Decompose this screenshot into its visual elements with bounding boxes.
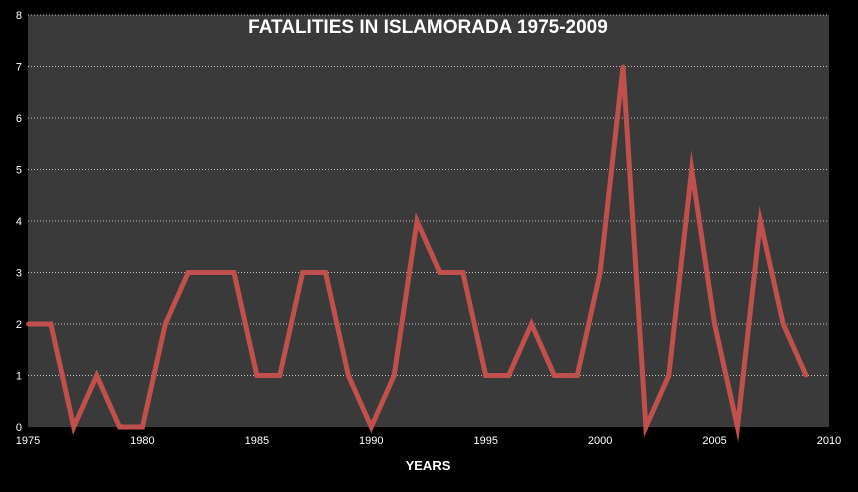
- x-axis-label: YEARS: [406, 458, 451, 473]
- y-tick-label: 7: [16, 62, 22, 74]
- data-point: [346, 373, 351, 378]
- y-tick-label: 3: [16, 268, 22, 280]
- x-axis-ticks: 1975 1980 1985 1990 1995 2000 2005 2010: [16, 435, 841, 447]
- data-point: [575, 373, 580, 378]
- y-tick-label: 6: [16, 113, 22, 125]
- data-point: [48, 322, 53, 326]
- data-point: [163, 322, 168, 326]
- x-tick-label: 2005: [702, 435, 726, 447]
- data-point: [231, 270, 236, 275]
- data-point: [712, 322, 717, 326]
- data-point: [483, 373, 488, 378]
- x-tick-label: 2010: [817, 435, 841, 447]
- data-point: [735, 425, 740, 429]
- data-point: [552, 373, 557, 378]
- data-point: [643, 425, 648, 429]
- data-point: [415, 219, 420, 223]
- y-tick-label: 5: [16, 165, 22, 177]
- y-tick-label: 0: [16, 422, 22, 434]
- data-point: [71, 425, 76, 429]
- x-tick-label: 1980: [130, 435, 154, 447]
- y-axis-ticks: 0 1 2 3 4 5 6 7 8: [16, 10, 22, 434]
- x-tick-label: 1995: [473, 435, 497, 447]
- data-point: [277, 373, 282, 378]
- data-point: [300, 270, 305, 275]
- x-tick-label: 1990: [359, 435, 383, 447]
- data-point: [26, 322, 30, 326]
- y-tick-label: 8: [16, 10, 22, 22]
- data-point: [437, 270, 442, 275]
- y-tick-label: 1: [16, 371, 22, 383]
- x-tick-label: 1975: [16, 435, 40, 447]
- data-point: [254, 373, 259, 378]
- data-point: [598, 270, 603, 275]
- data-point: [506, 373, 511, 378]
- series-layer: [26, 64, 809, 443]
- data-point: [323, 270, 328, 275]
- y-tick-label: 2: [16, 319, 22, 331]
- data-point: [94, 373, 99, 378]
- data-point: [392, 373, 397, 378]
- data-point: [460, 270, 465, 275]
- data-point: [804, 373, 809, 378]
- data-point: [758, 219, 763, 223]
- data-point: [529, 322, 534, 326]
- data-point: [666, 373, 671, 378]
- data-point: [621, 64, 626, 69]
- plot-area: [28, 15, 829, 427]
- data-point: [117, 425, 122, 429]
- data-point: [369, 425, 374, 429]
- data-point: [781, 322, 786, 326]
- y-tick-label: 4: [16, 216, 22, 228]
- data-point: [186, 270, 191, 275]
- x-tick-label: 2000: [588, 435, 612, 447]
- x-tick-label: 1985: [245, 435, 269, 447]
- data-point: [689, 167, 694, 172]
- data-point: [209, 270, 214, 275]
- chart-title: FATALITIES IN ISLAMORADA 1975-2009: [248, 17, 608, 38]
- data-point: [140, 425, 145, 429]
